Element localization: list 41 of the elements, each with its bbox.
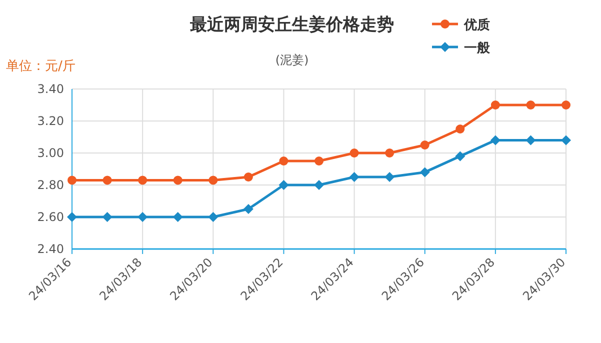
y-tick-label: 2.60 xyxy=(37,210,64,224)
point xyxy=(314,156,324,166)
point xyxy=(385,148,394,158)
point xyxy=(490,100,500,110)
point xyxy=(138,212,148,222)
point xyxy=(278,180,289,190)
point xyxy=(208,212,218,222)
point xyxy=(561,135,571,146)
point xyxy=(279,156,288,166)
point xyxy=(67,212,77,222)
point xyxy=(314,180,324,190)
legend-label: 一般 xyxy=(464,41,491,56)
chart-subtitle: (泥姜) xyxy=(275,53,309,67)
y-tick-label: 2.80 xyxy=(37,178,64,192)
point xyxy=(455,151,466,162)
point xyxy=(68,176,76,185)
point xyxy=(102,176,112,185)
point xyxy=(102,212,112,222)
y-tick-label: 2.40 xyxy=(37,242,64,256)
point xyxy=(244,172,253,182)
point xyxy=(420,167,430,178)
legend-label: 优质 xyxy=(463,17,490,33)
point xyxy=(526,135,536,146)
chart-title: 最近两周安丘生姜价格走势 xyxy=(189,14,394,35)
point xyxy=(172,212,183,222)
y-tick-label: 3.20 xyxy=(37,114,64,128)
point xyxy=(562,100,570,110)
point xyxy=(350,148,359,158)
point xyxy=(173,176,182,185)
point xyxy=(456,124,465,134)
point xyxy=(243,204,254,214)
point xyxy=(420,140,430,150)
y-tick-label: 3.00 xyxy=(37,146,64,160)
point xyxy=(138,176,148,185)
point xyxy=(349,172,360,182)
point xyxy=(490,135,500,146)
point xyxy=(208,176,218,185)
point xyxy=(526,100,536,110)
y-axis-title: 单位：元/斤 xyxy=(6,59,76,74)
y-tick-label: 3.40 xyxy=(37,82,64,96)
point xyxy=(384,172,395,182)
